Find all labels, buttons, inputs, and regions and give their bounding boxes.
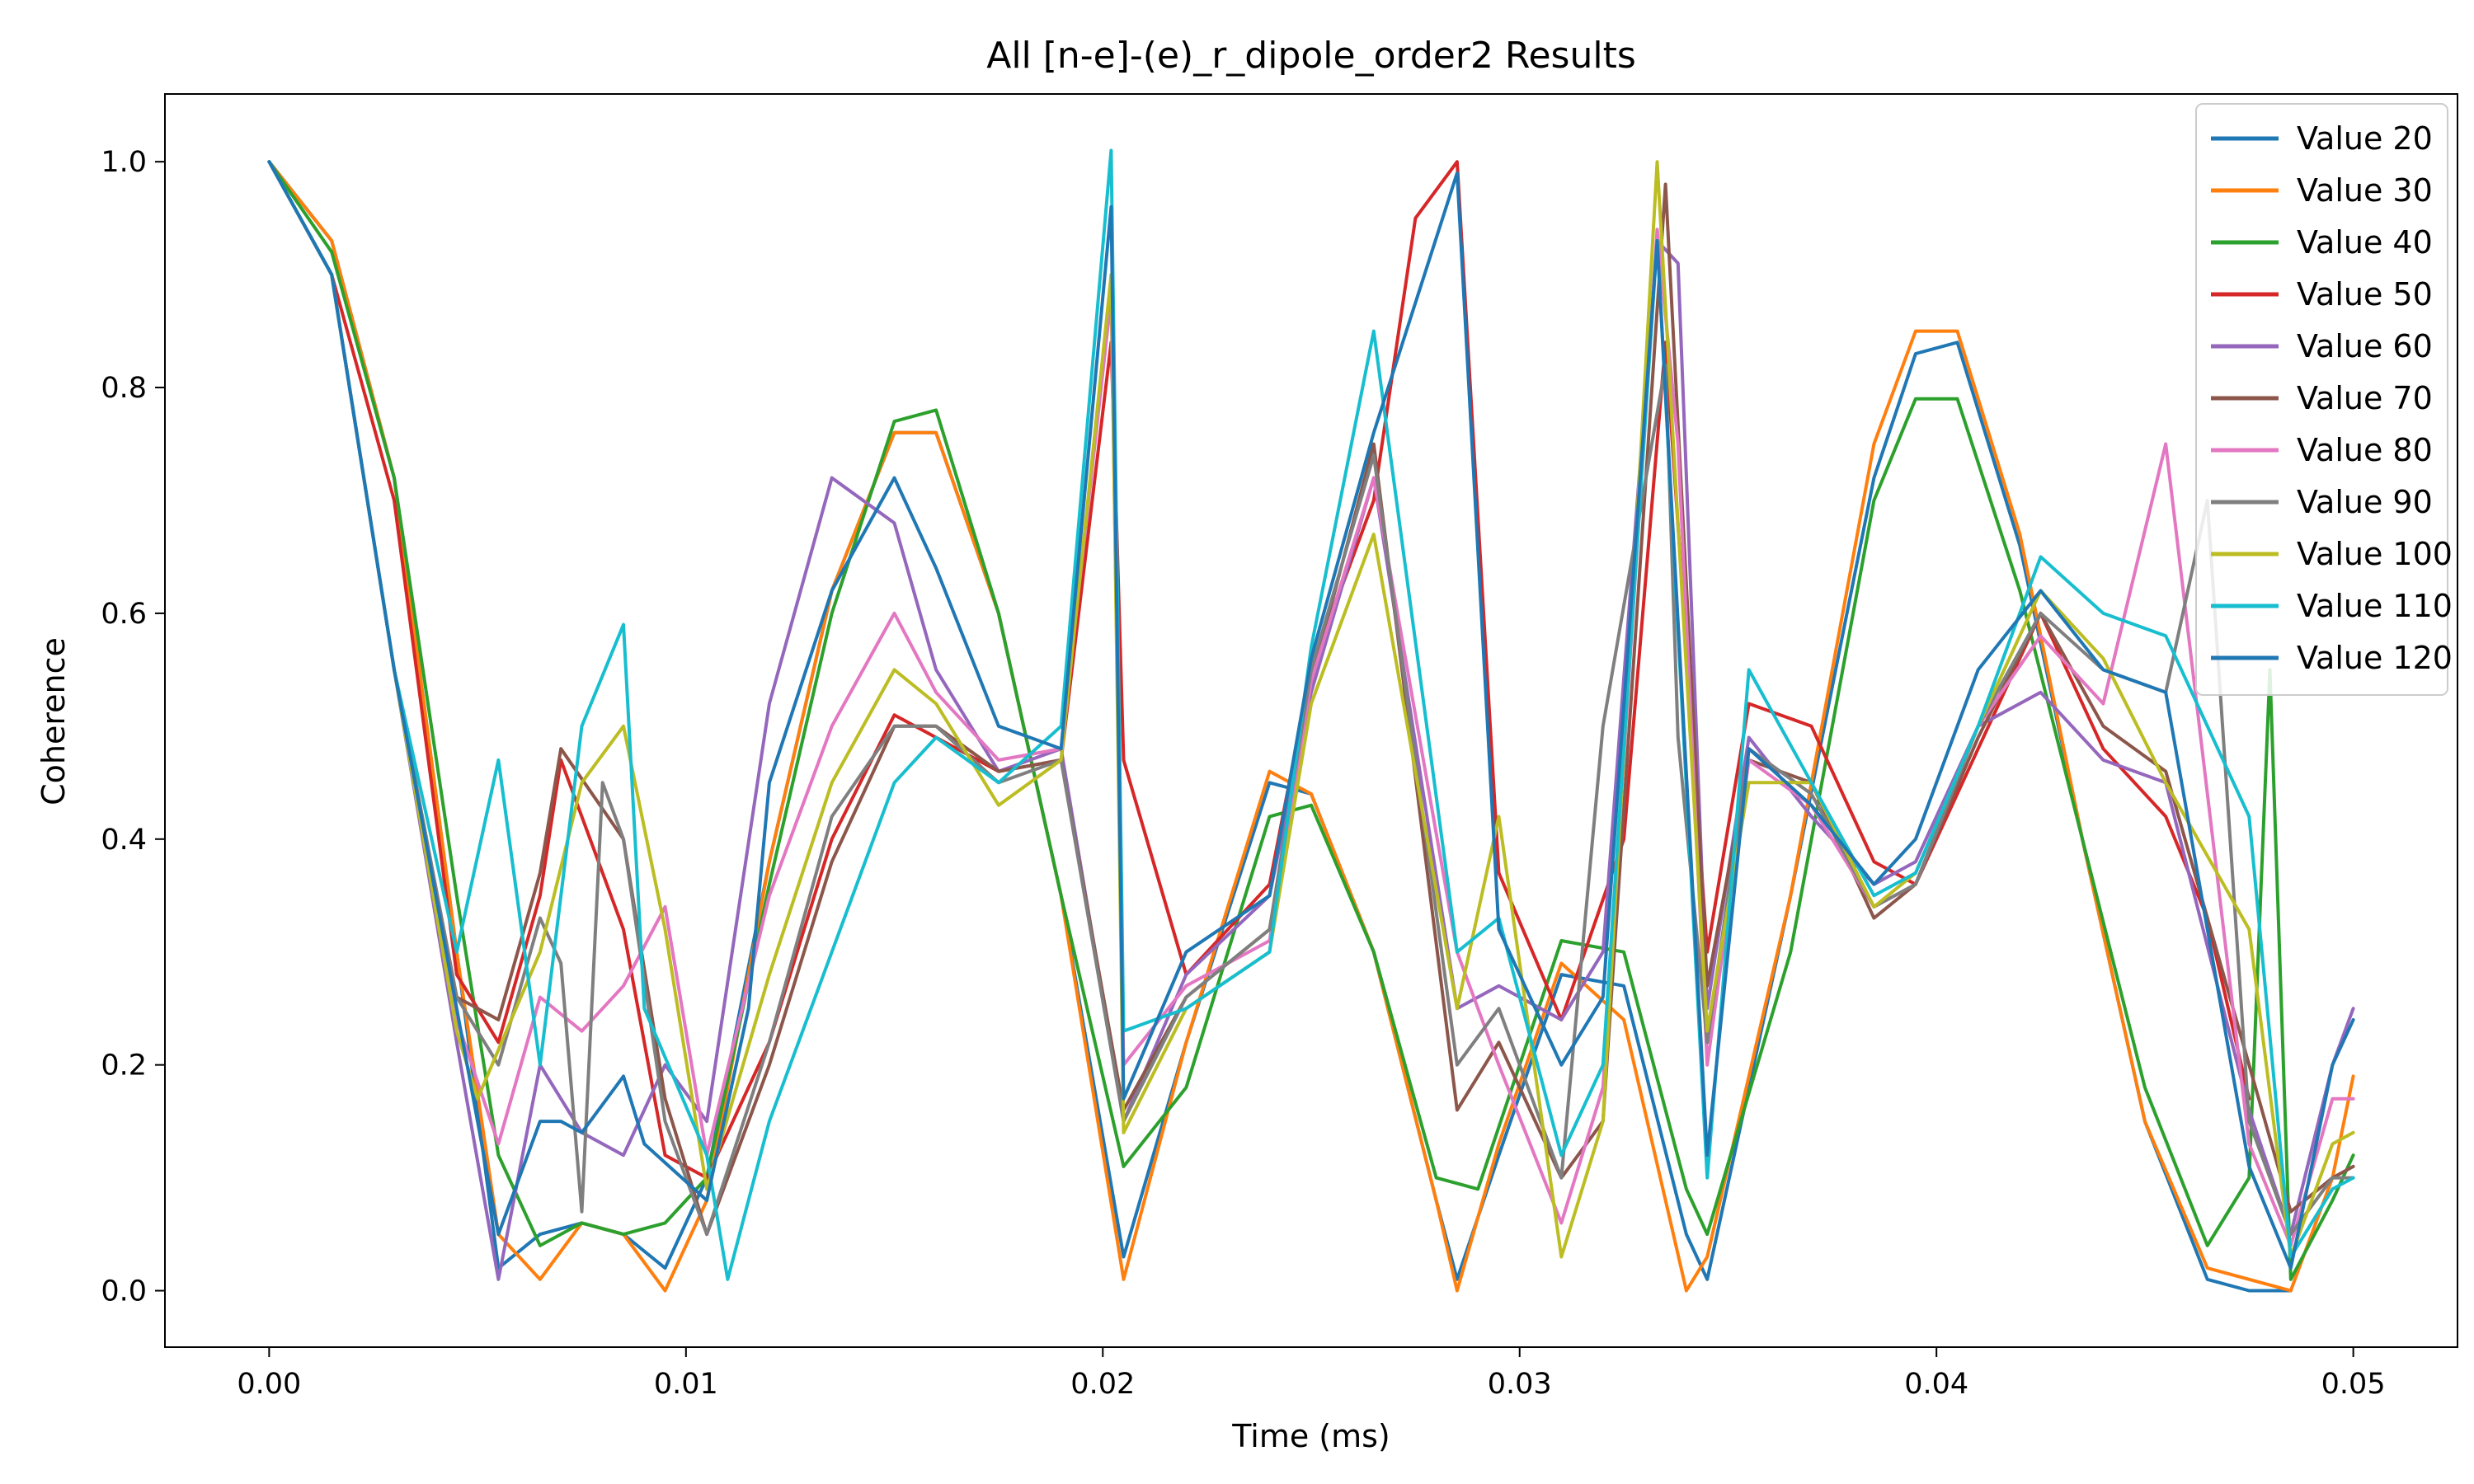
legend-box: [2195, 103, 2448, 696]
legend: Value 20 Value 30 Value 40 Value 50 Value 60…: [2195, 103, 2453, 696]
series-line-value-40: [267, 160, 2355, 1281]
y-tick-label: 0.6: [101, 598, 147, 631]
series-line-value-110: [267, 148, 2355, 1281]
legend-label: Value 120: [2297, 640, 2453, 676]
x-tick-label: 0.02: [1070, 1368, 1135, 1401]
legend-label: Value 50: [2297, 276, 2433, 312]
legend-label: Value 60: [2297, 328, 2433, 364]
x-tick-label: 0.04: [1904, 1368, 1968, 1401]
x-tick-label: 0.00: [237, 1368, 301, 1401]
legend-label: Value 30: [2297, 172, 2433, 209]
plot-frame: [164, 93, 2458, 1348]
x-tick-label: 0.03: [1488, 1368, 1552, 1401]
x-axis-label: Time (ms): [1231, 1418, 1390, 1454]
legend-label: Value 40: [2297, 224, 2433, 261]
legend-label: Value 100: [2297, 536, 2453, 572]
series-line-value-80: [267, 160, 2355, 1247]
legend-label: Value 90: [2297, 484, 2433, 520]
chart-title: All [n-e]-(e)_r_dipole_order2 Results: [986, 35, 1636, 77]
series-line-value-100: [267, 160, 2355, 1259]
series-line-value-50: [267, 160, 2251, 1180]
y-tick-label: 0.8: [101, 372, 147, 405]
y-tick-label: 1.0: [101, 146, 147, 179]
legend-label: Value 110: [2297, 588, 2453, 624]
y-axis-label: Coherence: [35, 637, 72, 805]
x-tick-label: 0.05: [2321, 1368, 2386, 1401]
series-layer: [267, 148, 2355, 1293]
legend-label: Value 70: [2297, 380, 2433, 416]
y-tick-label: 0.4: [101, 824, 147, 857]
y-tick-label: 0.0: [101, 1275, 147, 1308]
legend-label: Value 20: [2297, 120, 2433, 157]
series-line-value-60: [267, 160, 2355, 1281]
series-line-value-90: [267, 160, 2355, 1237]
series-line-value-120: [267, 160, 2355, 1270]
x-tick-label: 0.01: [654, 1368, 718, 1401]
axes: 0.00 0.01 0.02 0.03 0.04 0.05 0.0 0.2 0.4 0.6 0.8 1…: [101, 93, 2458, 1401]
legend-label: Value 80: [2297, 432, 2433, 468]
y-tick-label: 0.2: [101, 1050, 147, 1082]
